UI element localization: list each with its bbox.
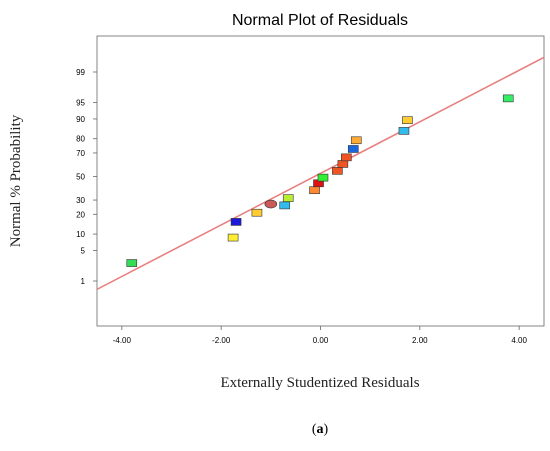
y-tick-label: 5 bbox=[81, 246, 86, 255]
data-point bbox=[402, 116, 413, 124]
data-point bbox=[347, 145, 359, 153]
data-point bbox=[282, 194, 294, 202]
data-point bbox=[227, 233, 239, 242]
x-axis-label: Externally Studentized Residuals bbox=[220, 375, 419, 391]
y-tick-label: 50 bbox=[76, 173, 85, 182]
data-point bbox=[264, 199, 278, 209]
y-tick-label: 80 bbox=[76, 135, 85, 144]
reference-line bbox=[97, 56, 544, 291]
chart-title: Normal Plot of Residuals bbox=[232, 12, 408, 29]
data-point bbox=[309, 186, 320, 195]
plot-content bbox=[97, 56, 544, 291]
data-point bbox=[341, 153, 352, 162]
y-tick-label: 10 bbox=[76, 230, 85, 239]
y-tick-label: 1 bbox=[81, 277, 86, 286]
x-axis-ticks: -4.00 -2.00 0.00 2.00 4.00 bbox=[113, 326, 527, 345]
x-tick-label: -2.00 bbox=[212, 336, 231, 345]
y-axis-label: Normal % Probability bbox=[8, 114, 24, 247]
data-point bbox=[350, 136, 362, 145]
data-point bbox=[126, 259, 138, 267]
x-tick-label: 2.00 bbox=[412, 336, 428, 345]
data-point bbox=[502, 94, 514, 103]
data-point bbox=[279, 201, 291, 210]
y-tick-label: 20 bbox=[76, 210, 85, 219]
y-axis-ticks: 1 5 10 20 30 50 70 80 90 95 99 bbox=[76, 68, 97, 286]
data-point bbox=[230, 218, 242, 226]
data-point bbox=[251, 208, 263, 217]
data-point bbox=[337, 160, 349, 168]
caption-open: ( bbox=[312, 422, 317, 437]
x-tick-label: 4.00 bbox=[511, 336, 527, 345]
y-tick-label: 99 bbox=[76, 68, 85, 77]
y-tick-label: 90 bbox=[76, 115, 85, 124]
data-point bbox=[317, 173, 329, 182]
x-tick-label: 0.00 bbox=[313, 336, 329, 345]
data-point bbox=[398, 127, 410, 135]
y-tick-label: 70 bbox=[76, 149, 85, 158]
y-tick-label: 95 bbox=[76, 99, 85, 108]
y-tick-label: 30 bbox=[76, 196, 85, 205]
x-tick-label: -4.00 bbox=[113, 336, 132, 345]
caption-close: ) bbox=[324, 422, 329, 437]
figure-caption: (a) bbox=[312, 422, 329, 437]
data-points bbox=[126, 94, 514, 267]
data-point bbox=[332, 167, 343, 175]
caption-letter: a bbox=[317, 422, 324, 437]
